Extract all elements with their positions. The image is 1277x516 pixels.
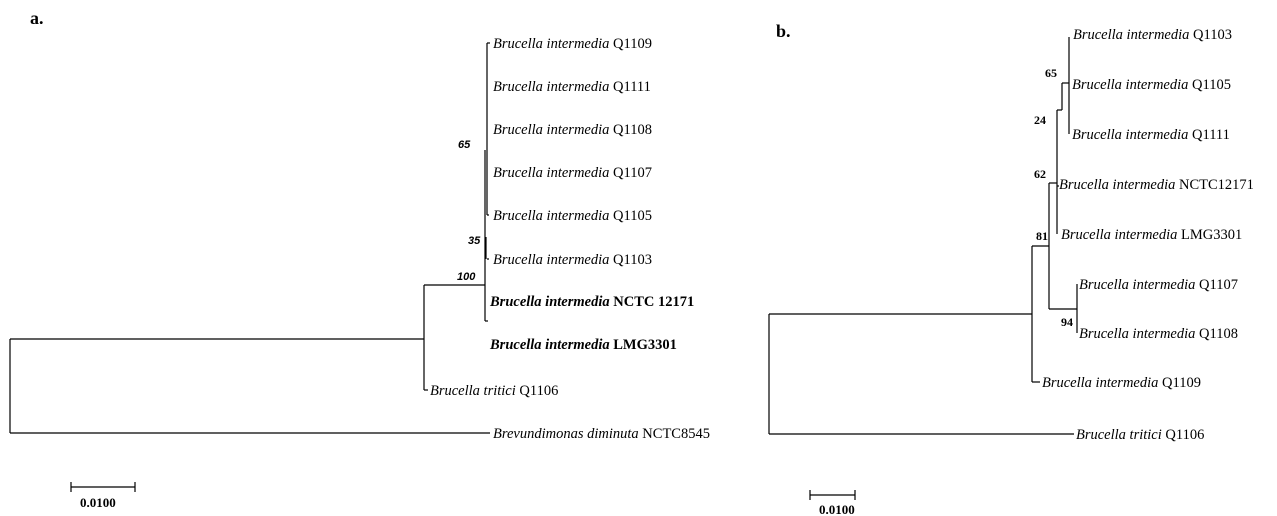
taxon-label: Brucella intermedia Q1103 [1073,27,1232,43]
bootstrap-value: 65 [1045,66,1057,80]
bootstrap-value: 35 [468,235,481,247]
bootstrap-value: 81 [1036,229,1048,243]
scale-bar-label: 0.0100 [819,502,855,516]
taxon-label: Brucella intermedia LMG3301 [1061,227,1242,243]
taxon-label: Brucella intermedia Q1107 [1079,277,1238,293]
bootstrap-value: 62 [1034,167,1046,181]
taxon-label: Brucella intermedia Q1109 [1042,375,1201,391]
panel-b-scale-bar: 0.0100 [809,490,856,516]
taxon-label: Brucella intermedia Q1105 [493,208,652,224]
bootstrap-value: 24 [1034,113,1046,127]
panel-b: b. 65 24 62 81 [768,21,1254,516]
panel-a-label: a. [30,8,44,28]
scale-bar-label: 0.0100 [80,495,116,510]
bootstrap-value: 65 [458,139,471,151]
panel-a: a. 65 35 100 Brucella intermedia Q1109 B… [9,8,710,510]
taxon-label: Brucella intermedia Q1111 [1072,127,1230,143]
taxon-label: Brucella intermedia Q1107 [493,165,652,181]
panel-b-taxa: Brucella intermedia Q1103 Brucella inter… [1042,27,1254,443]
taxon-label-bold: Brucella intermedia NCTC 12171 [489,294,694,310]
taxon-label: Brucella intermedia Q1108 [493,122,652,138]
panel-b-label: b. [776,21,791,41]
panel-a-branches [9,42,490,434]
taxon-label: Brucella intermedia Q1103 [493,252,652,268]
taxon-label: Brevundimonas diminuta NCTC8545 [493,426,710,442]
bootstrap-value: 100 [457,271,476,283]
panel-a-taxa: Brucella intermedia Q1109 Brucella inter… [430,36,710,442]
panel-a-scale-bar: 0.0100 [70,482,136,510]
taxon-label: Brucella intermedia Q1111 [493,79,651,95]
taxon-label: Brucella tritici Q1106 [430,383,558,399]
taxon-label: Brucella intermedia Q1108 [1079,326,1238,342]
taxon-label: Brucella intermedia Q1105 [1072,77,1231,93]
bootstrap-value: 94 [1061,315,1073,329]
taxon-label: Brucella tritici Q1106 [1076,427,1204,443]
panel-b-branches [768,37,1078,435]
taxon-label-bold: Brucella intermedia LMG3301 [489,337,677,353]
taxon-label: Brucella intermedia Q1109 [493,36,652,52]
taxon-label: Brucella intermedia NCTC12171 [1059,177,1254,193]
